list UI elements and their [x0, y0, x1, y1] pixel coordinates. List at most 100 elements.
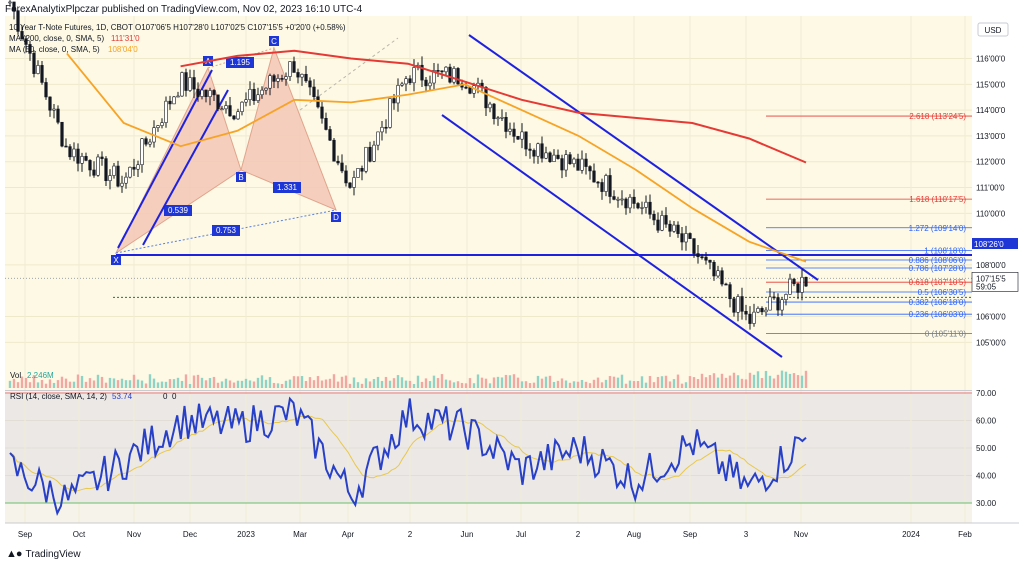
volume-bar: [64, 378, 68, 388]
candle-body: [264, 87, 268, 91]
candle-body: [584, 158, 588, 167]
level-badge-label: 108'26'0: [974, 240, 1004, 249]
volume-bar: [688, 376, 692, 388]
candle-body: [60, 121, 64, 147]
volume-bar: [104, 382, 108, 388]
legend-title: 10 Year T-Note Futures, 1D, CBOT O107'06…: [9, 23, 346, 32]
volume-bar: [392, 378, 396, 388]
volume-bar: [564, 380, 568, 388]
candle-body: [700, 256, 704, 259]
time-tick-label: Jun: [461, 530, 474, 539]
candle-body: [676, 224, 680, 234]
candle-body: [644, 201, 648, 208]
rsi-tick-label: 30.00: [976, 499, 997, 508]
candle-body: [292, 61, 296, 73]
volume-bar: [716, 377, 720, 388]
candle-body: [736, 296, 740, 313]
candle-body: [468, 87, 472, 94]
candle-body: [76, 148, 80, 164]
volume-bar: [648, 376, 652, 388]
candle-body: [552, 154, 556, 162]
candle-body: [404, 78, 408, 85]
volume-bar: [508, 375, 512, 388]
fib-level-label: 1.618 (110'17'5): [909, 195, 966, 204]
volume-bar: [528, 383, 532, 388]
volume-bar: [268, 377, 272, 388]
volume-bar: [308, 377, 312, 388]
candle-body: [760, 308, 764, 313]
volume-bar: [252, 381, 256, 388]
candle-body: [448, 66, 452, 83]
candle-body: [288, 61, 292, 77]
volume-bar: [12, 378, 16, 388]
channel-upper-line: [468, 34, 819, 281]
currency-button[interactable]: [977, 22, 1009, 37]
volume-bar: [244, 378, 248, 388]
candle-body: [100, 156, 104, 159]
volume-bar: [72, 381, 76, 388]
candle-body: [56, 108, 60, 123]
volume-bar: [288, 379, 292, 388]
candle-body: [148, 141, 152, 145]
rsi-value: 53.74: [112, 392, 133, 401]
candle-body: [396, 85, 400, 104]
volume-bar: [544, 376, 548, 388]
xa-channel-line: [117, 69, 213, 249]
candle-body: [580, 158, 584, 171]
candle-body: [568, 154, 572, 165]
price-tick-label: 110'00'0: [976, 209, 1006, 218]
candle-body: [588, 166, 592, 172]
volume-bar: [460, 382, 464, 388]
volume-bar: [752, 374, 756, 388]
volume-bar: [456, 381, 460, 388]
fib-level-label: 0.886 (108'06'0): [909, 256, 967, 265]
fib-level-label: 1 (108'18'0): [924, 246, 966, 255]
volume-bar: [736, 375, 740, 388]
volume-bar: [436, 378, 440, 388]
volume-bar: [516, 377, 520, 388]
pattern-point-marker: [331, 212, 341, 222]
candle-body: [784, 294, 788, 300]
candle-body: [364, 146, 368, 172]
volume-bar: [388, 380, 392, 388]
volume-bar: [256, 377, 260, 388]
pattern-ratio-badge: [273, 182, 301, 193]
fib-level-label: 0.382 (106'18'0): [909, 298, 967, 307]
volume-bar: [664, 375, 668, 388]
candle-body: [44, 82, 48, 98]
tradingview-footer[interactable]: ▲● TradingView: [6, 548, 81, 560]
candle-body: [112, 165, 116, 176]
candle-body: [144, 138, 148, 145]
volume-bar: [804, 370, 808, 388]
volume-bar: [512, 374, 516, 388]
volume-bar: [600, 382, 604, 388]
candle-body: [84, 156, 88, 161]
candle-body: [560, 158, 564, 171]
candle-body: [772, 296, 776, 299]
volume-bar: [84, 381, 88, 388]
candle-body: [776, 297, 780, 311]
volume-bar: [724, 377, 728, 388]
candle-body: [16, 10, 20, 32]
pattern-point-marker: [269, 36, 279, 46]
candle-body: [548, 152, 552, 162]
volume-bar: [52, 382, 56, 388]
pattern-ratio-badge: [226, 57, 254, 68]
candle-body: [12, 1, 16, 11]
volume-bar: [216, 382, 220, 388]
volume-bar: [48, 379, 52, 388]
candle-body: [716, 270, 720, 277]
volume-bar: [220, 381, 224, 388]
volume-bar: [784, 371, 788, 388]
candle-body: [160, 122, 164, 126]
candle-body: [244, 99, 248, 103]
time-tick-label: 2024: [902, 530, 920, 539]
volume-bar: [292, 376, 296, 388]
volume-bar: [792, 373, 796, 388]
volume-bar: [164, 381, 168, 388]
candle-body: [224, 105, 228, 110]
pattern-ratio-label: 1.331: [277, 183, 298, 192]
volume-bar: [184, 374, 188, 388]
volume-bar: [228, 380, 232, 388]
